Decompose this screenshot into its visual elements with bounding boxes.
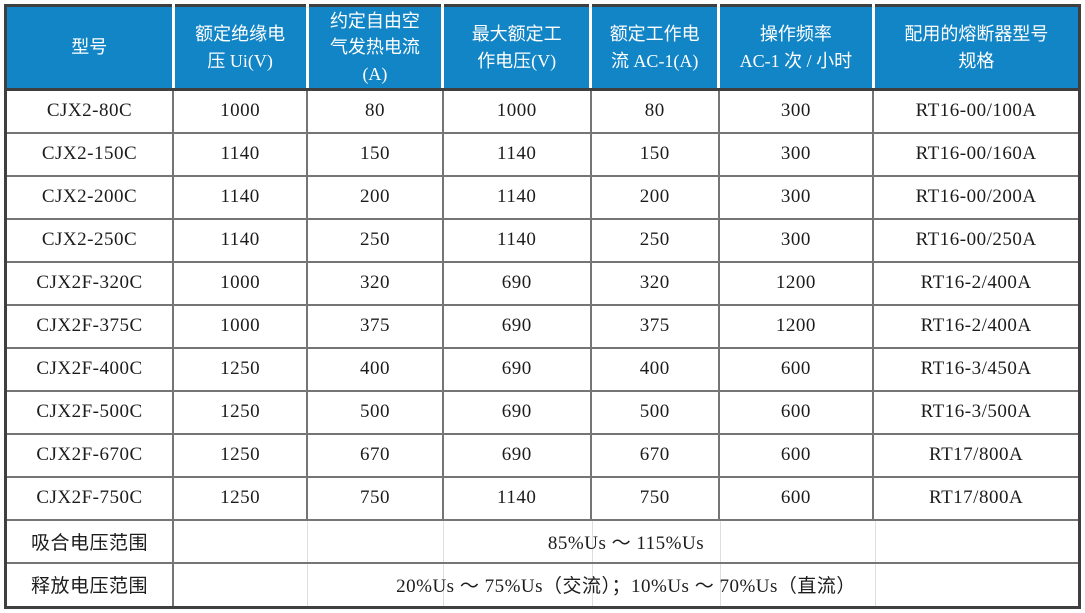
table-header: 型号 额定绝缘电 压 Ui(V) 约定自由空 气发热电流 (A) 最大额定工 作… — [5, 5, 1080, 91]
thermal-current-cell: 250 — [306, 217, 444, 263]
col-header-thermal-current: 约定自由空 气发热电流 (A) — [305, 5, 443, 91]
working-current-cell: 670 — [589, 432, 720, 478]
table-row: CJX2F-400C 1250 400 690 400 600 RT16-3/450A — [4, 346, 1081, 392]
fuse-spec-cell: RT16-00/250A — [872, 217, 1081, 263]
operating-frequency-cell: 600 — [717, 432, 875, 478]
max-working-voltage-cell: 690 — [441, 346, 592, 392]
fuse-spec-cell: RT17/800A — [872, 475, 1081, 521]
operating-frequency-cell: 600 — [717, 389, 875, 435]
table-row: CJX2-200C 1140 200 1140 200 300 RT16-00/200A — [4, 174, 1081, 220]
release-voltage-label: 释放电压范围 — [4, 561, 175, 609]
working-current-cell: 320 — [589, 260, 720, 306]
insulation-voltage-cell: 1250 — [172, 389, 309, 435]
operating-frequency-cell: 1200 — [717, 303, 875, 349]
max-working-voltage-cell: 690 — [441, 389, 592, 435]
max-working-voltage-cell: 1140 — [441, 475, 592, 521]
fuse-spec-cell: RT16-2/400A — [872, 260, 1081, 306]
table-row: CJX2F-670C 1250 670 690 670 600 RT17/800A — [4, 432, 1081, 478]
working-current-cell: 400 — [589, 346, 720, 392]
max-working-voltage-cell: 690 — [441, 432, 592, 478]
working-current-cell: 250 — [589, 217, 720, 263]
model-cell: CJX2F-750C — [4, 475, 175, 521]
thermal-current-cell: 500 — [306, 389, 444, 435]
col-header-working-current: 额定工作电 流 AC-1(A) — [589, 5, 719, 91]
max-working-voltage-cell: 1140 — [441, 217, 592, 263]
release-voltage-value: 20%Us ～ 75%Us（交流）；10%Us ～ 70%Us（直流） — [172, 561, 1081, 609]
table-row: CJX2F-500C 1250 500 690 500 600 RT16-3/500A — [4, 389, 1081, 435]
model-cell: CJX2-250C — [4, 217, 175, 263]
model-cell: CJX2F-400C — [4, 346, 175, 392]
insulation-voltage-cell: 1000 — [172, 260, 309, 306]
header-row: 型号 额定绝缘电 压 Ui(V) 约定自由空 气发热电流 (A) 最大额定工 作… — [5, 5, 1080, 91]
working-current-cell: 200 — [589, 174, 720, 220]
thermal-current-cell: 150 — [306, 131, 444, 177]
thermal-current-cell: 670 — [306, 432, 444, 478]
operating-frequency-cell: 300 — [717, 131, 875, 177]
table-footer: 吸合电压范围 85%Us ～ 115%Us 释放电压范围 20%Us ～ 75%… — [4, 518, 1081, 609]
fuse-spec-cell: RT16-3/450A — [872, 346, 1081, 392]
table-body: CJX2-80C 1000 80 1000 80 300 RT16-00/100A CJX2-… — [4, 88, 1081, 521]
working-current-cell: 80 — [589, 88, 720, 134]
thermal-current-cell: 80 — [306, 88, 444, 134]
max-working-voltage-cell: 1140 — [441, 174, 592, 220]
table-row: CJX2F-750C 1250 750 1140 750 600 RT17/800A — [4, 475, 1081, 521]
thermal-current-cell: 375 — [306, 303, 444, 349]
fuse-spec-cell: RT16-3/500A — [872, 389, 1081, 435]
release-voltage-row: 释放电压范围 20%Us ～ 75%Us（交流）；10%Us ～ 70%Us（直… — [4, 561, 1081, 609]
operating-frequency-cell: 300 — [717, 174, 875, 220]
model-cell: CJX2F-375C — [4, 303, 175, 349]
table-row: CJX2-150C 1140 150 1140 150 300 RT16-00/160A — [4, 131, 1081, 177]
insulation-voltage-cell: 1250 — [172, 346, 309, 392]
operating-frequency-cell: 300 — [717, 88, 875, 134]
col-header-fuse-spec: 配用的熔断器型号 规格 — [871, 5, 1080, 91]
working-current-cell: 500 — [589, 389, 720, 435]
working-current-cell: 750 — [589, 475, 720, 521]
insulation-voltage-cell: 1250 — [172, 475, 309, 521]
insulation-voltage-cell: 1250 — [172, 432, 309, 478]
max-working-voltage-cell: 1140 — [441, 131, 592, 177]
max-working-voltage-cell: 1000 — [441, 88, 592, 134]
col-header-max-working-voltage: 最大额定工 作电压(V) — [441, 5, 591, 91]
operating-frequency-cell: 600 — [717, 475, 875, 521]
model-cell: CJX2F-320C — [4, 260, 175, 306]
operating-frequency-cell: 300 — [717, 217, 875, 263]
model-cell: CJX2-150C — [4, 131, 175, 177]
thermal-current-cell: 320 — [306, 260, 444, 306]
insulation-voltage-cell: 1000 — [172, 88, 309, 134]
insulation-voltage-cell: 1140 — [172, 131, 309, 177]
table-row: CJX2-250C 1140 250 1140 250 300 RT16-00/250A — [4, 217, 1081, 263]
insulation-voltage-cell: 1140 — [172, 217, 309, 263]
thermal-current-cell: 400 — [306, 346, 444, 392]
fuse-spec-cell: RT16-00/100A — [872, 88, 1081, 134]
pull-in-voltage-value: 85%Us ～ 115%Us — [172, 518, 1081, 564]
fuse-spec-cell: RT16-00/160A — [872, 131, 1081, 177]
pull-in-voltage-row: 吸合电压范围 85%Us ～ 115%Us — [4, 518, 1081, 564]
model-cell: CJX2F-500C — [4, 389, 175, 435]
contactor-spec-table: 型号 额定绝缘电 压 Ui(V) 约定自由空 气发热电流 (A) 最大额定工 作… — [4, 4, 1081, 609]
model-cell: CJX2-200C — [4, 174, 175, 220]
working-current-cell: 150 — [589, 131, 720, 177]
col-header-insulation-voltage: 额定绝缘电 压 Ui(V) — [171, 5, 308, 91]
thermal-current-cell: 750 — [306, 475, 444, 521]
model-cell: CJX2-80C — [4, 88, 175, 134]
fuse-spec-cell: RT16-2/400A — [872, 303, 1081, 349]
pull-in-voltage-label: 吸合电压范围 — [4, 518, 175, 564]
table-row: CJX2-80C 1000 80 1000 80 300 RT16-00/100A — [4, 88, 1081, 134]
max-working-voltage-cell: 690 — [441, 260, 592, 306]
operating-frequency-cell: 1200 — [717, 260, 875, 306]
table-row: CJX2F-375C 1000 375 690 375 1200 RT16-2/400A — [4, 303, 1081, 349]
insulation-voltage-cell: 1140 — [172, 174, 309, 220]
col-header-model: 型号 — [5, 5, 174, 91]
thermal-current-cell: 200 — [306, 174, 444, 220]
table-row: CJX2F-320C 1000 320 690 320 1200 RT16-2/400A — [4, 260, 1081, 306]
model-cell: CJX2F-670C — [4, 432, 175, 478]
fuse-spec-cell: RT17/800A — [872, 432, 1081, 478]
insulation-voltage-cell: 1000 — [172, 303, 309, 349]
fuse-spec-cell: RT16-00/200A — [872, 174, 1081, 220]
col-header-operating-frequency: 操作频率 AC-1 次 / 小时 — [717, 5, 874, 91]
operating-frequency-cell: 600 — [717, 346, 875, 392]
max-working-voltage-cell: 690 — [441, 303, 592, 349]
working-current-cell: 375 — [589, 303, 720, 349]
